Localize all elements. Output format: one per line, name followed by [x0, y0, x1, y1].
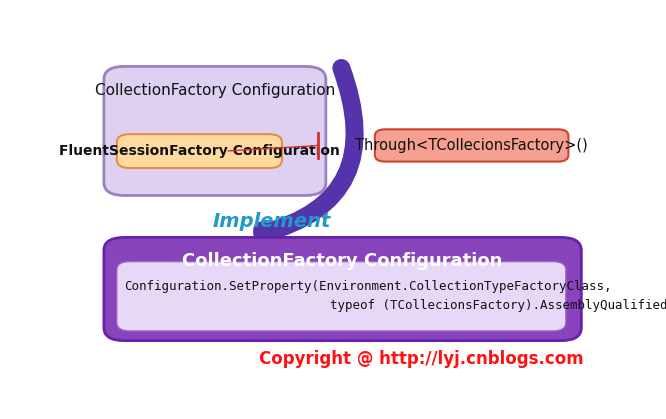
FancyBboxPatch shape	[375, 129, 568, 162]
Text: CollectionFactory Configuration: CollectionFactory Configuration	[182, 252, 503, 270]
Text: Through<TCollecionsFactory>(): Through<TCollecionsFactory>()	[355, 138, 588, 153]
Text: Copyright @ http://lyj.cnblogs.com: Copyright @ http://lyj.cnblogs.com	[259, 350, 584, 368]
FancyBboxPatch shape	[104, 238, 581, 341]
Text: Implement: Implement	[212, 212, 331, 231]
Text: typeof (TCollecionsFactory).AssemblyQualifiedName): typeof (TCollecionsFactory).AssemblyQual…	[60, 299, 666, 312]
FancyBboxPatch shape	[117, 261, 566, 331]
FancyBboxPatch shape	[104, 66, 326, 195]
Text: CollectionFactory Configuration: CollectionFactory Configuration	[95, 83, 335, 98]
FancyBboxPatch shape	[117, 134, 282, 168]
Text: FluentSessionFactory Configuration: FluentSessionFactory Configuration	[59, 144, 340, 158]
Text: Configuration.SetProperty(Environment.CollectionTypeFactoryClass,: Configuration.SetProperty(Environment.Co…	[125, 280, 612, 293]
